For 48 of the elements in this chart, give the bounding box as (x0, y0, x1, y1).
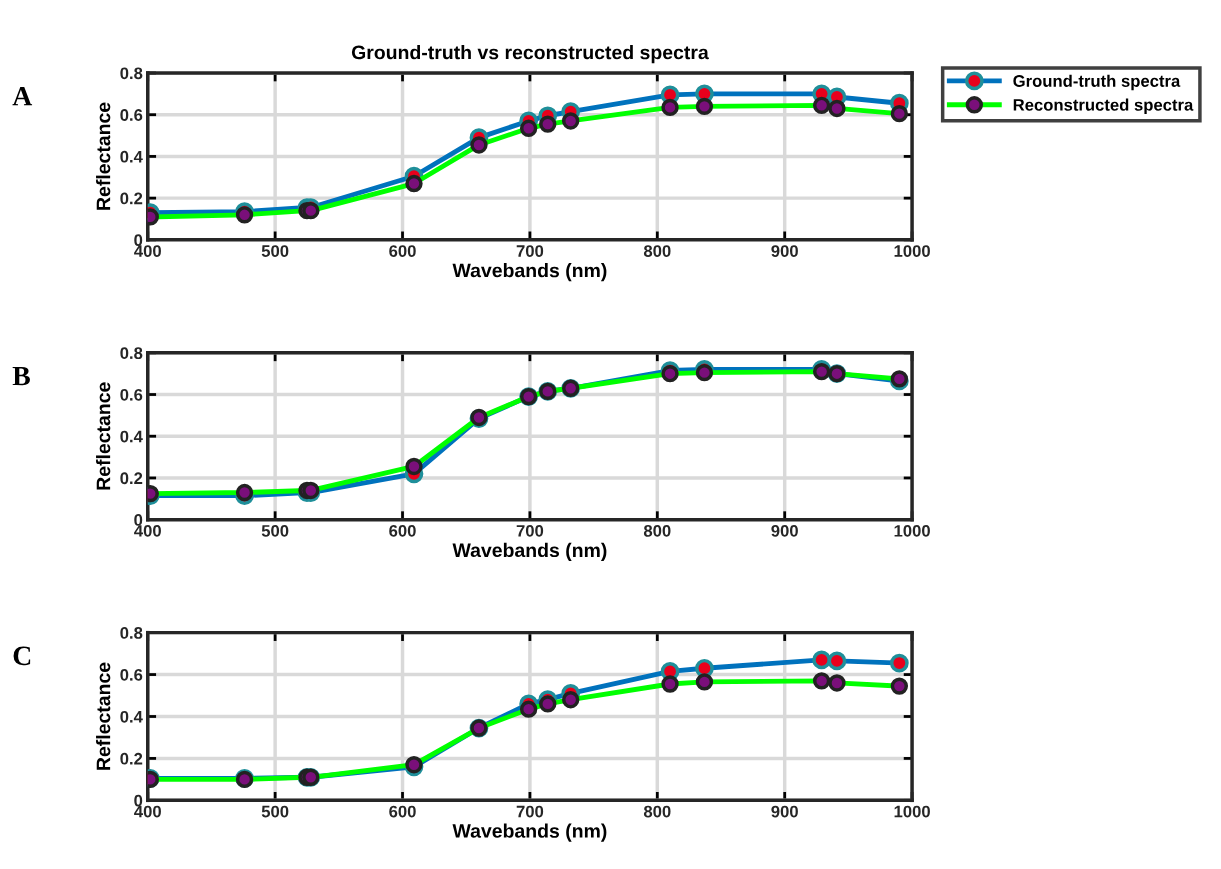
x-tick-label: 800 (643, 805, 671, 818)
y-tick-label: 0.2 (120, 752, 143, 765)
x-tick-label: 900 (771, 245, 798, 257)
y-tick-label: 0.2 (120, 472, 143, 485)
y-axis-title: Reflectance (96, 102, 111, 210)
x-tick-label: 600 (389, 245, 416, 257)
x-tick-label: 600 (389, 805, 416, 818)
x-tick-label: 600 (389, 524, 416, 537)
y-tick-label: 0.6 (120, 388, 143, 401)
x-tick-label: 700 (516, 805, 544, 818)
text: C (13, 646, 31, 666)
y-tick-label: 0.4 (120, 150, 143, 163)
y-tick-label: 0.2 (120, 192, 143, 205)
x-tick-label: 500 (261, 524, 289, 537)
y-tick-label: 0.8 (120, 347, 143, 360)
y-tick-label: 0.8 (120, 67, 143, 80)
x-tick-label: 900 (771, 524, 798, 537)
y-tick-label: 0 (134, 514, 143, 526)
y-tick-label: 0 (134, 234, 143, 247)
y-tick-label: 0 (134, 794, 143, 807)
x-tick-label: 900 (771, 805, 798, 818)
x-tick-label: 800 (643, 524, 671, 537)
x-tick-label: 1000 (894, 524, 930, 537)
x-tick-label: 500 (261, 245, 289, 257)
y-tick-label: 0.4 (120, 430, 143, 443)
x-tick-label: 400 (134, 245, 161, 257)
x-axis-title: Wavebands (nm) (452, 823, 607, 842)
text: A (12, 86, 33, 106)
y-tick-label: 0.4 (120, 710, 143, 723)
x-tick-label: 1000 (894, 245, 930, 257)
legend-label: Reconstructed spectra (1013, 98, 1194, 115)
x-tick-label: 400 (134, 524, 161, 537)
legend-label: Ground-truth spectra (1013, 74, 1181, 91)
y-tick-label: 0.6 (120, 668, 143, 681)
x-tick-label: 400 (134, 805, 161, 818)
x-tick-label: 700 (516, 524, 544, 537)
x-tick-label: 700 (516, 245, 544, 257)
y-tick-label: 0.6 (120, 109, 143, 121)
text: B (12, 366, 30, 386)
chart-title: Ground-truth vs reconstructed spectra (351, 45, 709, 64)
y-axis-title: Reflectance (96, 382, 111, 490)
x-tick-label: 1000 (894, 805, 930, 818)
x-tick-label: 800 (643, 245, 671, 257)
y-tick-label: 0.8 (120, 627, 143, 639)
x-tick-label: 500 (261, 805, 289, 818)
x-axis-title: Wavebands (nm) (452, 542, 607, 561)
y-axis-title: Reflectance (96, 662, 111, 770)
x-axis-title: Wavebands (nm) (452, 263, 607, 282)
